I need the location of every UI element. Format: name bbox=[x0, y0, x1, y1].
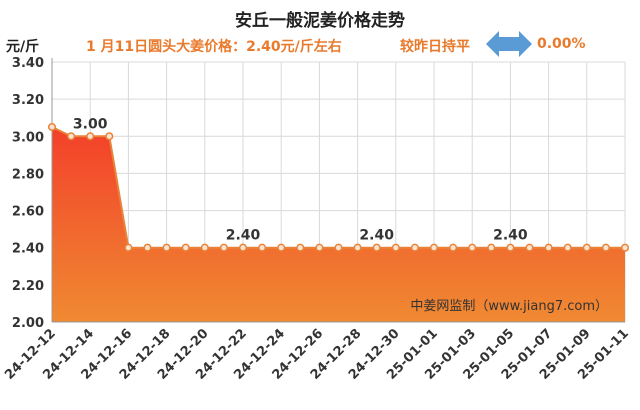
data-point bbox=[410, 243, 419, 252]
data-point bbox=[47, 122, 57, 132]
data-point bbox=[468, 243, 477, 252]
data-point bbox=[238, 243, 248, 252]
y-tick-label: 2.00 bbox=[12, 316, 44, 331]
y-tick-labels: 2.00 2.20 2.40 2.60 2.80 3.00 3.20 3.40 bbox=[12, 56, 44, 331]
data-point bbox=[601, 243, 610, 252]
data-point bbox=[219, 243, 228, 252]
data-point bbox=[315, 243, 324, 252]
data-point bbox=[181, 243, 190, 252]
data-point bbox=[582, 243, 591, 252]
data-point bbox=[200, 243, 209, 252]
data-labels: 3.00 2.40 2.40 2.40 bbox=[73, 116, 528, 243]
data-point bbox=[124, 243, 133, 252]
y-tick-label: 3.00 bbox=[12, 130, 44, 145]
axes bbox=[51, 58, 625, 323]
price-note: 1 月11日圆头大姜价格：2.40元/斤左右 bbox=[86, 39, 342, 55]
chart-title: 安丘一般泥姜价格走势 bbox=[235, 11, 405, 31]
y-tick-label: 2.80 bbox=[12, 167, 44, 182]
data-point bbox=[105, 132, 114, 141]
data-point bbox=[372, 243, 381, 252]
data-point bbox=[525, 243, 534, 252]
y-tick-label: 3.40 bbox=[12, 56, 44, 71]
watermark: 中姜网监制（www.jiang7.com） bbox=[410, 299, 608, 314]
price-line bbox=[51, 126, 625, 249]
data-label: 2.40 bbox=[359, 228, 394, 244]
data-point bbox=[334, 243, 343, 252]
data-label: 2.40 bbox=[493, 228, 528, 244]
data-point bbox=[563, 243, 572, 252]
data-label: 3.00 bbox=[73, 116, 108, 132]
y-tick-label: 2.20 bbox=[12, 279, 44, 294]
data-point bbox=[506, 243, 515, 252]
price-area bbox=[52, 127, 625, 322]
data-point bbox=[162, 243, 171, 252]
data-point bbox=[544, 243, 553, 252]
data-point bbox=[67, 132, 76, 141]
data-point bbox=[143, 243, 152, 252]
data-point bbox=[620, 243, 630, 252]
y-tick-label: 2.60 bbox=[12, 205, 44, 220]
compare-label: 较昨日持平 bbox=[400, 39, 470, 55]
y-tick-label: 3.20 bbox=[12, 93, 44, 108]
data-point bbox=[86, 132, 95, 141]
data-point bbox=[429, 243, 439, 252]
data-point bbox=[353, 243, 362, 252]
data-point bbox=[258, 243, 267, 252]
data-points bbox=[47, 122, 630, 252]
data-point bbox=[296, 243, 305, 252]
data-label: 2.40 bbox=[226, 228, 261, 244]
data-point bbox=[391, 243, 400, 252]
area-fill bbox=[51, 126, 625, 322]
double-arrow-icon bbox=[486, 31, 532, 61]
data-point bbox=[277, 243, 286, 252]
data-point bbox=[449, 243, 458, 252]
data-point bbox=[487, 243, 496, 252]
x-tick-labels: 24-12-1224-12-1424-12-1624-12-1824-12-20… bbox=[2, 326, 632, 383]
y-tick-label: 2.40 bbox=[12, 242, 44, 257]
unit-label: 元/斤 bbox=[6, 39, 40, 55]
change-percent: 0.00% bbox=[537, 36, 586, 52]
